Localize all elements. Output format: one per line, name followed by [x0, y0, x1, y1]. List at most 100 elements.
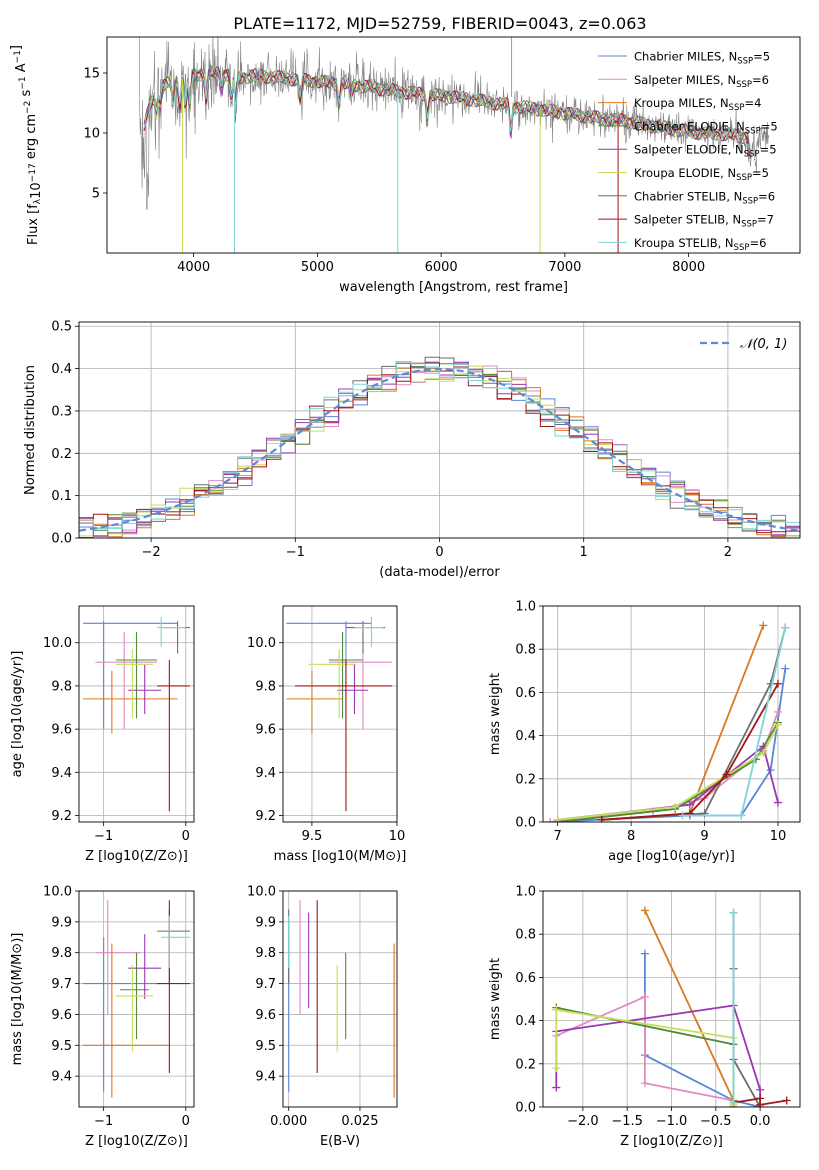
- y-tick-label: 9.6: [255, 723, 276, 738]
- panel-age-vs-mass: 9.5 10 9.2 9.4 9.6 9.8 10.0 mass [log10(M/M⊙)]: [247, 605, 407, 864]
- y-tick-label: 9.5: [255, 1039, 276, 1054]
- x-tick-label: 0: [182, 1114, 190, 1129]
- y-tick-label: 9.8: [255, 946, 276, 961]
- legend-label-subscript: SSP: [736, 80, 752, 90]
- x-tick-label: −1: [286, 545, 305, 560]
- legend-label-subscript: SSP: [745, 126, 761, 136]
- y-axis-label-part: Flux [f: [26, 204, 41, 245]
- legend-label-text: Chabrier STELIB, N: [634, 189, 742, 203]
- y-tick-label: 0.2: [51, 447, 72, 462]
- legend-label-text: Chabrier ELODIE, N: [634, 119, 745, 133]
- mass-weight-line: [601, 625, 765, 821]
- y-axis-label-part: ]: [9, 45, 24, 50]
- y-tick-label: 0.4: [51, 362, 72, 377]
- legend-label-value: =7: [757, 213, 774, 227]
- y-tick-label: 15: [83, 67, 100, 82]
- plus-marker: [640, 992, 649, 1001]
- panel-massweight-vs-age: 7 8 9 10 0.0 0.2 0.4 0.6 0.8 1.0 age [log10(age/yr…: [488, 600, 801, 864]
- legend-label-value: =6: [758, 189, 775, 203]
- axes-frame: [542, 605, 801, 823]
- y-tick-label: 0.3: [51, 404, 72, 419]
- axes-frame: [78, 321, 801, 539]
- x-tick-label: −1.0: [656, 1114, 688, 1129]
- plus-marker: [729, 1098, 738, 1107]
- model-spectrum-line: [143, 65, 751, 155]
- y-tick-label: 0.0: [515, 816, 536, 831]
- y-axis-label-part: −1: [18, 76, 28, 89]
- plus-marker: [759, 748, 768, 757]
- model-spectrum-line: [143, 67, 751, 148]
- x-tick-label: 7: [554, 829, 562, 844]
- plus-marker: [552, 1083, 561, 1092]
- legend-label: Kroupa MILES, NSSP=4: [634, 96, 761, 113]
- plus-marker: [722, 770, 731, 779]
- y-tick-label: 0.2: [515, 1057, 536, 1072]
- legend-label: Salpeter STELIB, NSSP=7: [634, 213, 774, 230]
- legend-label-subscript: SSP: [729, 103, 745, 113]
- plus-marker: [729, 908, 738, 917]
- legend-label-subscript: SSP: [741, 220, 757, 230]
- axes-frame: [78, 605, 195, 823]
- y-axis-label-part: erg cm: [24, 114, 39, 163]
- x-tick-label: 8000: [672, 260, 705, 275]
- x-axis-label: mass [log10(M/M⊙)]: [274, 849, 407, 864]
- panel-spectrum: 4000 5000 6000 7000 8000 5 10 15 wavelength [Ang…: [9, 36, 801, 295]
- plus-marker: [773, 679, 782, 688]
- x-axis-label: Z [log10(Z/Z⊙)]: [85, 849, 188, 864]
- panel-residuals: −2 −1 0 1 2 0.0 0.1 0.2 0.3 0.4 0.5 (data-model)/er…: [23, 320, 801, 580]
- legend-label-value: =5: [760, 143, 777, 157]
- y-axis-label-part: −1: [13, 50, 23, 63]
- x-tick-label: 7000: [548, 260, 581, 275]
- panel-mass-vs-EBV: 0.000 0.025 9.4 9.5 9.6 9.7 9.8 9.9 10.0 E(B-V): [247, 885, 398, 1149]
- plus-marker: [678, 811, 687, 820]
- y-tick-label: 9.4: [51, 766, 72, 781]
- x-tick-label: 1: [580, 545, 588, 560]
- legend-label-subscript: SSP: [736, 173, 752, 183]
- y-tick-label: 9.7: [255, 977, 276, 992]
- legend-label: Kroupa STELIB, NSSP=6: [634, 236, 766, 253]
- y-tick-label: 9.6: [255, 1008, 276, 1023]
- mass-weight-line: [550, 668, 787, 822]
- mass-weight-line: [601, 683, 779, 821]
- legend-label-subscript: SSP: [744, 150, 760, 160]
- panel-mass-vs-Z: −1 0 9.4 9.5 9.6 9.7 9.8 9.9 10.0 Z [log10(Z/Z⊙)]…: [10, 885, 195, 1149]
- y-axis-label: Normed distribution: [23, 365, 38, 495]
- legend-label-value: =6: [752, 73, 769, 87]
- legend-label-text: Kroupa STELIB, N: [634, 236, 734, 250]
- x-axis-label: Z [log10(Z/Z⊙)]: [620, 1134, 723, 1149]
- x-axis-label: age [log10(age/yr)]: [608, 849, 735, 864]
- plus-marker: [671, 802, 680, 811]
- y-axis-label: mass weight: [488, 958, 503, 1040]
- x-tick-label: 5000: [301, 260, 334, 275]
- plus-marker: [640, 1079, 649, 1088]
- x-tick-label: −2.0: [567, 1114, 599, 1129]
- x-tick-label: −1: [94, 1114, 113, 1129]
- x-tick-label: 0.000: [270, 1114, 307, 1129]
- legend-label-value: =5: [753, 50, 770, 64]
- model-spectrum-line: [143, 66, 751, 159]
- y-tick-label: 0.8: [515, 928, 536, 943]
- panel-age-vs-Z: −1 0 9.2 9.4 9.6 9.8 10.0 Z [log10(Z/Z⊙)] age [l…: [10, 605, 195, 864]
- y-tick-label: 0.8: [515, 643, 536, 658]
- x-tick-label: 10: [770, 829, 787, 844]
- x-tick-label: 0.0: [750, 1114, 771, 1129]
- plus-marker: [773, 707, 782, 716]
- mass-weight-line: [557, 724, 779, 821]
- x-tick-label: 9.5: [302, 829, 323, 844]
- x-tick-label: 0: [182, 829, 190, 844]
- plus-marker: [737, 811, 746, 820]
- x-axis-label: wavelength [Angstrom, rest frame]: [339, 280, 568, 295]
- legend-label-text: Kroupa ELODIE, N: [634, 166, 736, 180]
- residual-histogram: [79, 361, 800, 537]
- legend-label: Kroupa ELODIE, NSSP=5: [634, 166, 769, 183]
- plus-marker: [640, 906, 649, 915]
- legend-label: Salpeter MILES, NSSP=6: [634, 73, 769, 90]
- y-tick-label: 9.8: [255, 679, 276, 694]
- y-tick-label: 9.7: [51, 977, 72, 992]
- y-tick-label: 10.0: [247, 885, 276, 900]
- y-tick-label: 0.6: [515, 686, 536, 701]
- axes-frame: [78, 890, 195, 1108]
- y-axis-label: age [log10(age/yr)]: [10, 651, 25, 778]
- y-tick-label: 9.5: [51, 1039, 72, 1054]
